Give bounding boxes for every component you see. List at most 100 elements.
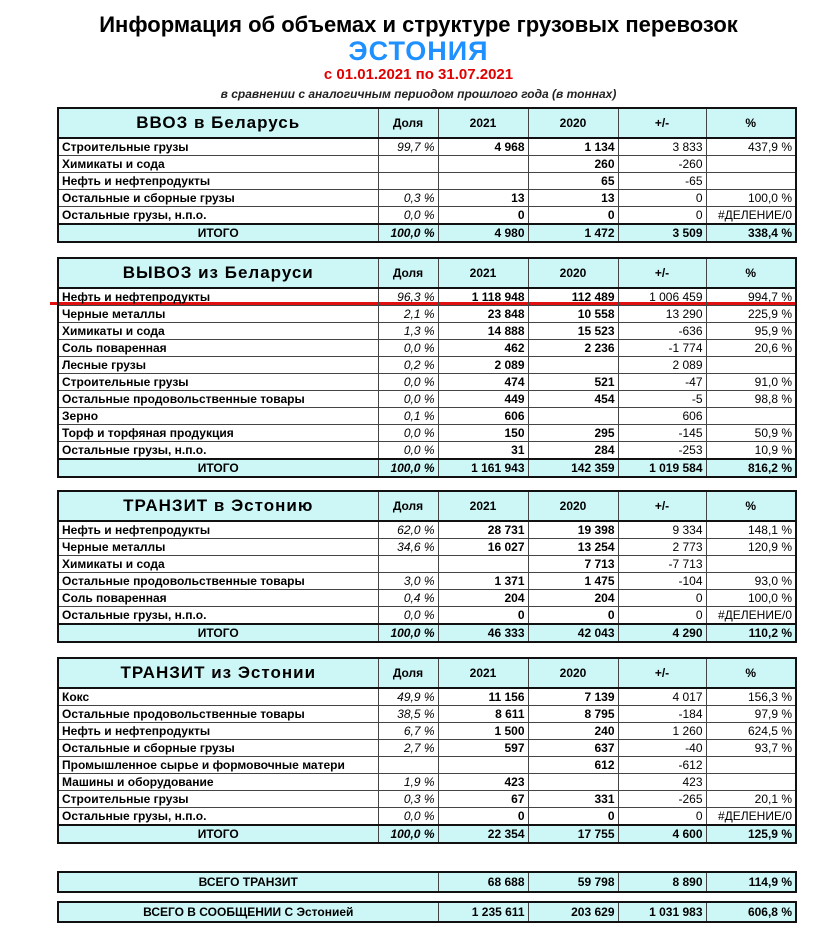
cell-name: Строительные грузы [57,790,379,808]
cell-pct: 50,9 % [705,424,797,442]
cell-share: 0,1 % [377,407,439,425]
column-header: 2020 [527,107,619,139]
column-header: 2020 [527,657,619,689]
cell-pct: 624,5 % [705,722,797,740]
cell-y2021: 597 [437,739,529,757]
cell-name: Остальные продовольственные товары [57,390,379,408]
cell-y2021: 0 [437,807,529,826]
cell-pct: 125,9 % [705,824,797,844]
cell-diff: 8 890 [617,871,707,893]
cell-y2020: 1 134 [527,137,619,156]
cell-pct: 97,9 % [705,705,797,723]
cell-name: Химикаты и сода [57,555,379,573]
cell-y2020: 1 475 [527,572,619,590]
cell-name: Остальные грузы, н.п.о. [57,807,379,826]
cell-pct [705,555,797,573]
cell-name: Черные металлы [57,538,379,556]
cell-y2021: 423 [437,773,529,791]
cell-y2020: 204 [527,589,619,607]
cell-diff: -265 [617,790,707,808]
cell-diff: -253 [617,441,707,460]
cell-y2020: 521 [527,373,619,391]
data-row: Остальные и сборные грузы 2,7 % 597 637 -40 9… [57,739,797,757]
cell-diff: -260 [617,155,707,173]
cell-y2021: 1 235 611 [437,901,529,923]
cell-name: Лесные грузы [57,356,379,374]
data-row: Черные металлы 34,6 % 16 027 13 254 2 773 120… [57,538,797,556]
cell-y2021: 474 [437,373,529,391]
cell-y2020: 2 236 [527,339,619,357]
cell-pct: 338,4 % [705,223,797,243]
cell-y2020: 7 713 [527,555,619,573]
cell-name: ВСЕГО В СООБЩЕНИИ С Эстонией [57,901,439,923]
data-row: Нефть и нефтепродукты 96,3 % 1 118 948 112 … [57,287,797,306]
column-header: Доля [377,490,439,522]
cell-name: Остальные продовольственные товары [57,572,379,590]
column-header: % [705,107,797,139]
cell-pct: 100,0 % [705,589,797,607]
cell-diff: 0 [617,189,707,207]
cell-pct [705,756,797,774]
cell-share: 3,0 % [377,572,439,590]
section-table: ВВОЗ в Беларусь Доля 2021 2020 +/-% Строитель… [57,107,797,243]
section-title: ВЫВОЗ из Беларуси [57,257,379,289]
summary-table: ВСЕГО В СООБЩЕНИИ С Эстонией 1 235 611 203… [57,901,797,923]
cell-y2021: 2 089 [437,356,529,374]
cell-y2020 [527,773,619,791]
cell-name: Нефть и нефтепродукты [57,172,379,190]
cell-pct: 114,9 % [705,871,797,893]
cell-share [377,155,439,173]
total-row: ИТОГО 100,0 % 1 161 943 142 359 1 019 584 816… [57,458,797,478]
column-header: +/- [617,107,707,139]
column-header: Доля [377,257,439,289]
cell-pct: 100,0 % [705,189,797,207]
cell-share: 1,3 % [377,322,439,340]
cell-y2020: 8 795 [527,705,619,723]
cell-diff: 1 031 983 [617,901,707,923]
cell-y2020: 13 [527,189,619,207]
table-body: ВВОЗ в Беларусь Доля 2021 2020 +/-% Строитель… [57,107,797,243]
data-row: Остальные продовольственные товары 3,0 % 1… [57,572,797,590]
data-row: Химикаты и сода 260 -260 [57,155,797,173]
cell-name: Остальные продовольственные товары [57,705,379,723]
cell-share: 0,0 % [377,390,439,408]
data-row: Остальные продовольственные товары 38,5 %… [57,705,797,723]
cell-diff: 13 290 [617,305,707,323]
cell-y2020: 65 [527,172,619,190]
cell-y2020: 284 [527,441,619,460]
cell-y2020: 142 359 [527,458,619,478]
table-body: ТРАНЗИТ из Эстонии Доля 2021 2020 +/-% Кокс 49… [57,657,797,844]
cell-y2020: 0 [527,206,619,225]
cell-y2020: 637 [527,739,619,757]
cell-share: 100,0 % [377,458,439,478]
column-header: +/- [617,257,707,289]
cell-diff: -7 713 [617,555,707,573]
cell-diff: -636 [617,322,707,340]
cell-y2021: 8 611 [437,705,529,723]
cell-y2021: 1 500 [437,722,529,740]
cell-name: Остальные грузы, н.п.о. [57,206,379,225]
cell-share [377,756,439,774]
cell-y2020: 0 [527,606,619,625]
table-body: ТРАНЗИТ в Эстонию Доля 2021 2020 +/-% Нефть и… [57,490,797,643]
cell-share [377,555,439,573]
cell-share: 0,0 % [377,339,439,357]
data-row: Остальные продовольственные товары 0,0 % 4… [57,390,797,408]
cell-pct: 156,3 % [705,687,797,706]
cell-share [377,172,439,190]
cell-name: Промышленное сырье и формовочные матери [57,756,379,774]
cell-pct: 91,0 % [705,373,797,391]
cell-y2021: 606 [437,407,529,425]
data-row: Строительные грузы 0,3 % 67 331 -265 20,1 % [57,790,797,808]
cell-share: 100,0 % [377,623,439,643]
section-title: ТРАНЗИТ из Эстонии [57,657,379,689]
column-header: % [705,657,797,689]
column-header: 2021 [437,107,529,139]
cell-pct: 120,9 % [705,538,797,556]
cell-share: 2,7 % [377,739,439,757]
cell-share: 0,2 % [377,356,439,374]
cell-name: ИТОГО [57,223,379,243]
cell-diff: -104 [617,572,707,590]
cell-name: Машины и оборудование [57,773,379,791]
cell-share: 38,5 % [377,705,439,723]
